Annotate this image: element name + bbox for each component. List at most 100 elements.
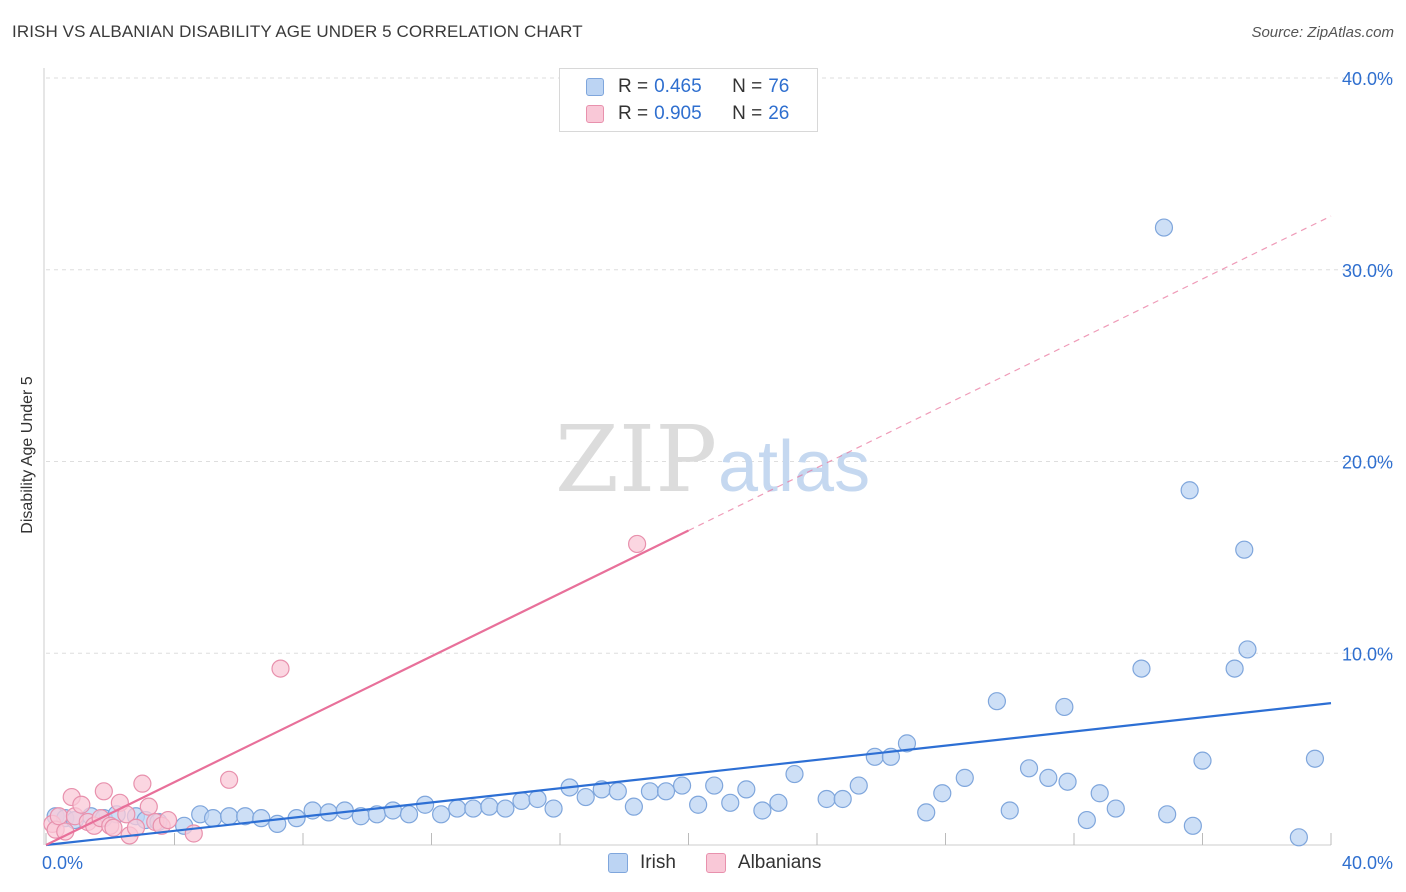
irish-point-38 — [640, 782, 660, 801]
irish-point-68 — [1158, 805, 1177, 824]
irish-point-30 — [512, 791, 531, 810]
legend-row-irish: R = 0.465 N = 76 — [586, 76, 789, 98]
albanian-trend-extension — [688, 215, 1332, 532]
irish-point-57 — [987, 692, 1007, 711]
irish-point-45 — [753, 801, 772, 820]
irish-point-37 — [624, 797, 643, 816]
albanian-point-17 — [133, 774, 152, 793]
irish-point-66 — [1132, 659, 1151, 678]
watermark: ZIP atlas — [555, 406, 870, 513]
albanian-point-21 — [158, 810, 178, 830]
irish-point-67 — [1154, 218, 1174, 237]
albanian-point-6 — [72, 795, 91, 814]
irish-point-74 — [1235, 540, 1254, 559]
y-tick-label-0: 10.0% — [1342, 644, 1393, 664]
x-tick-label-min: 0.0% — [42, 853, 83, 873]
irish-legend-label: Irish — [640, 852, 676, 873]
irish-point-55 — [933, 784, 952, 803]
irish-point-36 — [608, 782, 627, 801]
albanian-point-23 — [220, 770, 239, 789]
irish-point-59 — [1019, 759, 1039, 778]
source-note: Source: ZipAtlas.com — [1251, 24, 1394, 41]
irish-point-49 — [833, 789, 852, 809]
irish-point-23 — [399, 805, 419, 824]
albanian-r-value: 0.905 — [654, 103, 702, 124]
albanian-trend-line — [45, 529, 689, 846]
irish-point-47 — [785, 764, 804, 784]
irish-point-31 — [528, 789, 547, 809]
irish-point-51 — [865, 747, 884, 766]
irish-point-29 — [496, 799, 515, 818]
irish-point-48 — [817, 789, 836, 809]
irish-point-32 — [544, 799, 563, 818]
y-tick-label-2: 30.0% — [1342, 261, 1393, 281]
irish-point-58 — [1000, 801, 1019, 820]
irish-point-41 — [689, 795, 708, 814]
albanian-legend-label: Albanians — [737, 852, 822, 873]
chart-title: IRISH VS ALBANIAN DISABILITY AGE UNDER 5… — [12, 22, 583, 41]
x-tick-label-max: 40.0% — [1342, 853, 1393, 873]
irish-trend-line — [45, 702, 1332, 847]
irish-point-14 — [252, 809, 271, 828]
irish-point-72 — [1225, 659, 1244, 678]
irish-point-65 — [1106, 799, 1125, 818]
irish-point-28 — [480, 797, 499, 816]
irish-point-11 — [203, 809, 223, 828]
irish-point-22 — [383, 801, 403, 820]
watermark-atlas: atlas — [718, 427, 870, 507]
irish-point-40 — [672, 776, 692, 795]
albanian-point-25 — [627, 534, 647, 554]
y-axis-label: Disability Age Under 5 — [19, 376, 36, 534]
albanian-r-label: R = — [618, 103, 649, 124]
gridlines — [46, 77, 1393, 654]
tick-labels: 10.0% 20.0% 30.0% 40.0% 0.0% 40.0% — [42, 69, 1393, 873]
irish-point-70 — [1183, 816, 1202, 835]
irish-point-61 — [1055, 697, 1074, 717]
irish-n-label: N = — [732, 76, 763, 97]
irish-point-46 — [769, 793, 788, 812]
y-tick-label-1: 20.0% — [1342, 453, 1393, 473]
albanian-point-10 — [94, 782, 113, 801]
irish-point-73 — [1238, 640, 1257, 659]
irish-point-71 — [1193, 751, 1212, 770]
irish-n-value: 76 — [768, 76, 790, 97]
legend-series: Irish Albanians — [608, 852, 851, 874]
irish-point-56 — [955, 768, 974, 787]
albanian-point-24 — [271, 659, 290, 678]
irish-point-25 — [432, 805, 451, 824]
irish-point-69 — [1180, 481, 1199, 500]
albanian-point-16 — [126, 818, 146, 837]
irish-point-62 — [1058, 772, 1077, 791]
irish-point-39 — [656, 782, 676, 801]
legend-item-irish[interactable]: Irish — [608, 852, 676, 874]
albanian-point-2 — [49, 807, 68, 826]
irish-swatch — [586, 78, 604, 96]
irish-point-75 — [1289, 828, 1308, 847]
trend-lines — [45, 215, 1332, 847]
legend-item-albanians[interactable]: Albanians — [705, 852, 822, 874]
albanian-n-value: 26 — [768, 103, 790, 124]
irish-point-64 — [1090, 784, 1109, 803]
irish-r-label: R = — [618, 76, 649, 97]
irish-point-12 — [220, 807, 239, 826]
albanian-n-label: N = — [732, 103, 763, 124]
watermark-zip: ZIP — [555, 406, 717, 513]
irish-point-50 — [849, 776, 868, 795]
irish-point-43 — [721, 793, 740, 812]
albanian-point-18 — [139, 797, 158, 816]
albanian-legend-swatch — [705, 853, 726, 873]
irish-point-60 — [1039, 768, 1058, 787]
irish-point-42 — [705, 776, 724, 795]
albanian-points — [43, 534, 647, 845]
irish-point-63 — [1077, 810, 1096, 830]
legend-row-albanians: R = 0.905 N = 26 — [586, 103, 789, 125]
irish-point-76 — [1305, 749, 1325, 768]
albanian-swatch — [586, 105, 604, 123]
irish-r-value: 0.465 — [654, 76, 702, 97]
y-tick-label-3: 40.0% — [1342, 69, 1393, 89]
irish-legend-swatch — [608, 853, 628, 873]
irish-point-26 — [448, 799, 467, 818]
irish-point-27 — [464, 799, 483, 818]
albanian-point-12 — [104, 818, 123, 837]
